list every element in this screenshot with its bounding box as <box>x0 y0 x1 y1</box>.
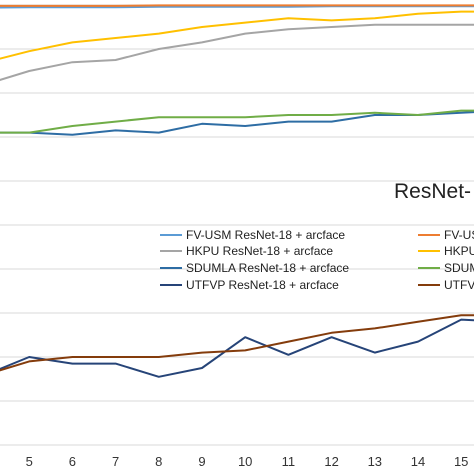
x-tick-label: 7 <box>112 454 119 469</box>
x-tick-label: 11 <box>282 454 296 469</box>
x-tick-labels: 5 6 7 8 9 10 11 12 13 14 15 <box>26 454 469 469</box>
x-tick-label: 9 <box>198 454 205 469</box>
x-tick-label: 6 <box>69 454 76 469</box>
legend-entry: UTFV <box>418 278 474 292</box>
legend-label: FV-USM <box>444 228 474 242</box>
series-line-7 <box>0 109 474 134</box>
series-line-6 <box>0 10 474 60</box>
legend-label: UTFVP ResNet-18 + arcface <box>186 278 339 292</box>
series-line-8 <box>0 314 474 372</box>
legend-label: HKPU <box>444 244 474 258</box>
series-line-2 <box>0 23 474 81</box>
x-tick-label: 14 <box>411 454 425 469</box>
series-lines <box>0 4 474 378</box>
x-tick-label: 5 <box>26 454 33 469</box>
x-tick-label: 8 <box>155 454 162 469</box>
x-tick-label: 15 <box>454 454 468 469</box>
legend-entry: HKPU <box>418 244 474 258</box>
chart-title: ResNet- <box>394 180 471 203</box>
legend-entry: SDUM <box>418 261 474 275</box>
x-tick-label: 13 <box>368 454 382 469</box>
gridlines <box>0 4 474 446</box>
x-tick-label: 12 <box>324 454 338 469</box>
legend-entry: FV-USM ResNet-18 + arcface <box>160 228 345 242</box>
legend-entry: SDUMLA ResNet-18 + arcface <box>160 261 349 275</box>
legend-label: SDUM <box>444 261 474 275</box>
legend-entry: UTFVP ResNet-18 + arcface <box>160 278 339 292</box>
series-line-4 <box>0 318 474 378</box>
legend-entry: FV-USM <box>418 228 474 242</box>
x-tick-label: 10 <box>238 454 252 469</box>
legend: FV-USM ResNet-18 + arcface HKPU ResNet-18… <box>160 228 474 292</box>
legend-label: FV-USM ResNet-18 + arcface <box>186 228 345 242</box>
legend-label: UTFV <box>444 278 474 292</box>
legend-label: SDUMLA ResNet-18 + arcface <box>186 261 349 275</box>
legend-entry: HKPU ResNet-18 + arcface <box>160 244 333 258</box>
legend-label: HKPU ResNet-18 + arcface <box>186 244 333 258</box>
series-line-5 <box>0 4 474 7</box>
